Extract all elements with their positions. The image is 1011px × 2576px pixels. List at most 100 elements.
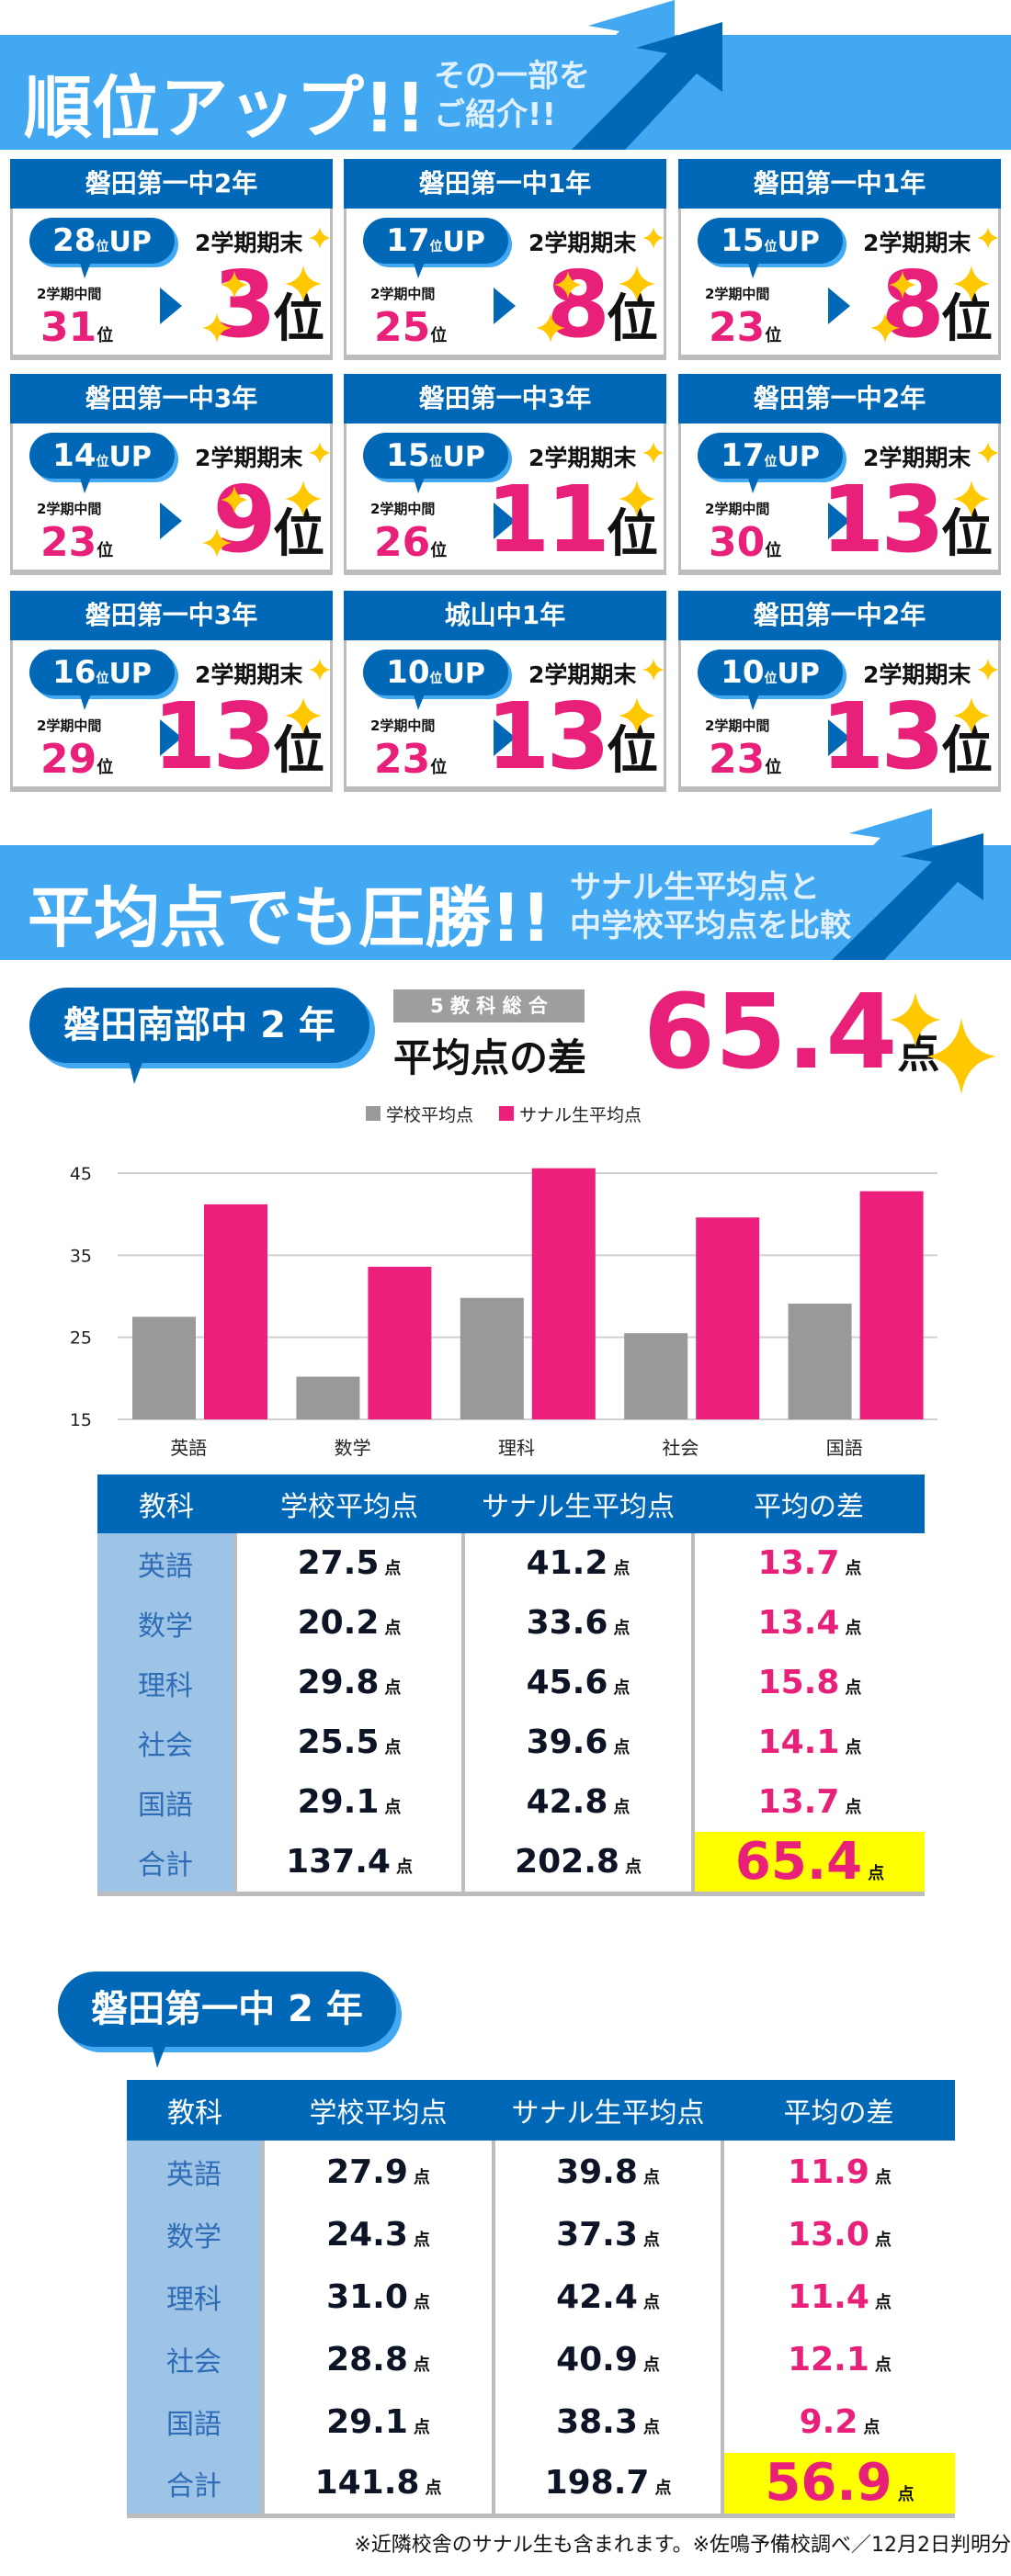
sparkle-icon <box>285 266 322 302</box>
unit: 点 <box>413 2167 430 2187</box>
subject-cell: 理科 <box>97 1653 235 1712</box>
mid-term-label: 2学期中間 <box>705 286 770 302</box>
bar-school <box>624 1333 688 1419</box>
previous-rank-value: 23 <box>40 519 97 566</box>
up-label: UP <box>777 658 820 690</box>
rank-unit: 位 <box>607 504 658 564</box>
sanaru-avg-cell: 42.4 点 <box>492 2265 722 2328</box>
rank-unit: 位 <box>273 721 324 781</box>
sanaru-avg-cell: 42.8 点 <box>461 1772 693 1832</box>
previous-rank-value: 25 <box>374 304 431 351</box>
y-tick-label: 15 <box>70 1410 92 1430</box>
unit: 点 <box>413 2417 430 2437</box>
unit: 点 <box>395 1858 413 1877</box>
value: 42.4 <box>556 2277 638 2316</box>
column-header: サナル生平均点 <box>463 1474 693 1533</box>
table-row: 社会 25.5 点 39.6 点 14.1 点 <box>97 1712 925 1772</box>
value: 29.8 <box>297 1664 380 1701</box>
rank-unit: 位 <box>941 289 993 349</box>
value: 31.0 <box>326 2277 408 2316</box>
sparkle-icon <box>285 697 322 734</box>
final-rank-value: 11 <box>485 466 610 573</box>
previous-rank-value: 26 <box>374 519 431 566</box>
rank-unit: 位 <box>765 326 782 345</box>
up-label: UP <box>108 226 152 258</box>
sparkle-icon <box>285 480 322 517</box>
previous-rank: 25位 <box>374 304 447 351</box>
bar-school <box>460 1297 524 1419</box>
previous-rank: 30位 <box>709 519 781 566</box>
rank-unit: 位 <box>96 455 109 469</box>
previous-rank-value: 23 <box>374 736 431 783</box>
unit: 点 <box>897 2485 914 2505</box>
sparkle-icon <box>202 313 232 343</box>
final-rank-value: 13 <box>485 683 610 790</box>
term-label: 2学期期末 <box>528 445 637 471</box>
unit: 点 <box>845 1559 862 1578</box>
rank-unit: 位 <box>429 672 443 686</box>
column-header: 教科 <box>97 1474 235 1533</box>
sanaru-avg-cell: 33.6 点 <box>461 1593 693 1653</box>
sparkle-icon <box>889 271 916 299</box>
sparkle-icon <box>309 227 331 249</box>
unit: 点 <box>613 1619 630 1638</box>
rank-unit: 位 <box>764 240 778 254</box>
school-avg-cell: 141.8 点 <box>261 2453 494 2518</box>
value: 13.7 <box>757 1783 840 1821</box>
term-label: 2学期期末 <box>528 230 637 256</box>
school-avg-cell: 27.9 点 <box>261 2141 494 2203</box>
table-header-row: 教科 学校平均点 サナル生平均点 平均の差 <box>97 1474 925 1533</box>
final-rank-value: 9 <box>212 466 277 573</box>
sanaru-avg-cell: 39.6 点 <box>461 1712 693 1772</box>
unit: 点 <box>613 1559 630 1578</box>
subtitle-line: その一部を <box>434 58 590 95</box>
card-school: 磐田第一中2年 <box>10 159 333 209</box>
arrow-right-icon <box>494 288 516 324</box>
sparkle-icon <box>642 659 665 681</box>
up-label: UP <box>442 441 485 473</box>
rank-up-card: 磐田第一中3年 16位UP 2学期期末 2学期中間 29位 13位 <box>10 591 333 792</box>
value: 25.5 <box>297 1723 380 1761</box>
rank-up-card: 城山中1年 10位UP 2学期期末 2学期中間 23位 13位 <box>344 591 666 792</box>
previous-rank: 26位 <box>374 519 447 566</box>
up-label: UP <box>442 658 485 690</box>
bar-school <box>296 1376 360 1419</box>
unit: 点 <box>845 1678 862 1698</box>
bubble-tail <box>413 260 426 278</box>
bar-sanaru <box>368 1266 432 1419</box>
unit: 点 <box>384 1559 402 1578</box>
legend-label: 学校平均点 <box>386 1105 473 1125</box>
mid-term-label: 2学期中間 <box>37 717 102 734</box>
y-tick-label: 45 <box>70 1164 92 1184</box>
legend-label: サナル生平均点 <box>519 1105 642 1125</box>
unit: 点 <box>384 1619 402 1638</box>
rank-up-value: 10 <box>721 654 765 691</box>
previous-rank: 29位 <box>40 736 113 783</box>
value: 13.0 <box>788 2215 869 2254</box>
school-name-bubble: 磐田南部中 2 年 <box>29 988 369 1063</box>
sparkle-icon <box>977 227 999 249</box>
unit: 点 <box>613 1678 630 1698</box>
value: 9.2 <box>799 2402 858 2441</box>
value: 13.7 <box>757 1544 840 1582</box>
mid-term-label: 2学期中間 <box>370 717 436 734</box>
bar-school <box>132 1316 196 1419</box>
rank-unit: 位 <box>96 672 109 686</box>
value: 45.6 <box>526 1664 608 1701</box>
sparkle-icon <box>642 442 665 464</box>
diff-cell: 13.7 点 <box>691 1533 925 1593</box>
bar-sanaru <box>859 1191 924 1419</box>
legend-swatch-sanaru <box>499 1106 514 1121</box>
subject-cell: 数学 <box>97 1593 235 1653</box>
up-label: UP <box>442 226 485 258</box>
bubble-tail <box>413 475 426 493</box>
unit: 点 <box>868 1864 885 1883</box>
school-avg-cell: 28.8 点 <box>261 2328 494 2390</box>
diff-cell: 14.1 点 <box>691 1712 925 1772</box>
rank-unit: 位 <box>941 504 993 564</box>
subject-cell: 理科 <box>127 2265 263 2328</box>
value: 141.8 <box>314 2464 420 2503</box>
rank-up-badge: 14位UP <box>29 433 175 479</box>
previous-rank: 23位 <box>374 736 447 783</box>
bar-sanaru <box>531 1168 596 1419</box>
